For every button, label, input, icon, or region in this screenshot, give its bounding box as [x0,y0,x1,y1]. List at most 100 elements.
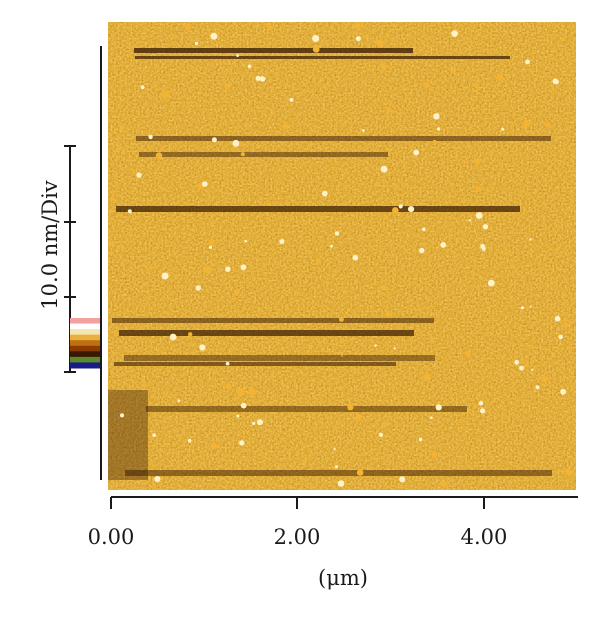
particle [169,333,177,341]
particle [473,83,479,89]
particle [155,152,163,159]
particle [127,209,132,214]
particle [375,182,380,187]
particle [440,242,447,248]
particle [385,312,391,317]
particle [432,139,437,144]
particle [378,432,383,437]
color-scale-bar [70,318,100,369]
particle [208,239,215,247]
particle [188,332,193,337]
particle [142,383,147,388]
particle [480,408,486,414]
particle [148,134,153,140]
particle [474,158,481,164]
particle [376,39,383,47]
particle [541,376,548,383]
particle [315,258,321,264]
particle [362,129,365,132]
scan-streak [119,330,414,336]
particle [338,316,344,322]
particle [475,212,483,219]
particle [465,36,469,40]
particle [560,36,565,42]
dark-region [108,390,148,480]
particle [154,476,161,483]
particle [430,416,433,420]
particle [451,67,457,73]
scan-streak [124,355,435,361]
scan-streak [125,470,552,476]
particle [339,338,345,344]
scale-bar-label-text: 10.0 nm/Div [38,180,62,310]
particle [451,30,458,37]
particle [289,97,294,102]
particle [225,383,232,390]
particle [352,434,356,438]
x-axis-title: (μm) [318,566,368,590]
particle [518,326,522,330]
particle [386,107,392,113]
particle [267,25,273,31]
particle [240,402,247,409]
scan-streak [112,318,434,323]
particle [161,272,169,280]
particle [436,127,441,131]
particle [119,125,125,130]
particle [430,339,435,343]
particle [259,76,266,82]
particle [248,388,256,396]
particle [524,362,530,368]
afm-particles [108,23,573,487]
particle [211,137,217,143]
particle [236,54,240,57]
particle [424,213,427,216]
particle [177,399,181,403]
color-scale-band [70,323,100,330]
particle [312,46,320,53]
particle [233,290,240,296]
particle [201,181,208,187]
particle [418,437,423,442]
particle [382,421,387,425]
particle [279,239,285,245]
scan-streak [139,152,388,157]
particle [204,266,211,274]
particle [210,32,218,40]
particle [482,224,489,230]
particle [352,254,359,261]
particle [236,414,240,418]
particle [208,245,213,249]
afm-scan-streaks [108,48,552,480]
particle [565,468,573,476]
particle [219,61,222,65]
particle [153,83,157,86]
particle [232,139,240,147]
particle [237,388,245,396]
scan-streak [114,362,396,366]
particle [252,421,256,425]
particle [440,480,446,487]
particle [525,59,530,65]
particle [225,266,231,272]
particle [433,113,440,120]
particle [487,279,495,287]
particle [136,172,142,178]
particle [334,231,340,236]
particle [244,239,247,243]
particle [354,23,361,30]
particle [365,34,369,38]
particle [267,202,271,207]
particle [283,123,290,130]
color-scale-band [70,362,100,369]
particle [239,440,245,446]
particle [184,24,191,31]
particle [110,196,115,201]
particle [514,359,520,365]
particle [242,144,245,147]
particle [211,221,215,225]
color-scale-band [70,340,100,347]
particle [552,78,558,85]
particle [174,274,179,278]
